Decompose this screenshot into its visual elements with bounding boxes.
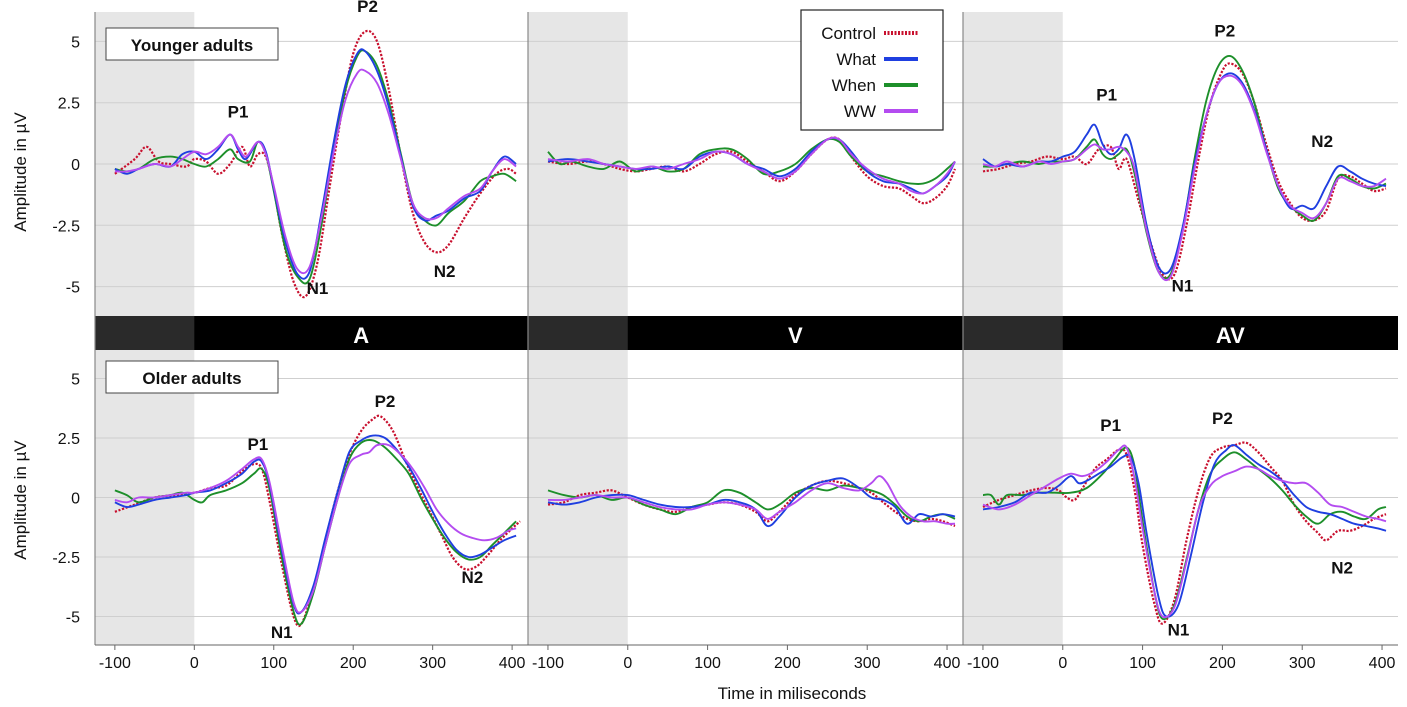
- series-line-control: [114, 414, 521, 628]
- component-label: P1: [1096, 85, 1117, 104]
- y-tick-label: 2.5: [58, 96, 80, 113]
- series-line-control: [547, 136, 957, 205]
- y-tick-label: -2.5: [52, 218, 80, 235]
- row-label: Older adults: [142, 369, 241, 388]
- component-label: N1: [271, 623, 293, 642]
- component-label: N2: [434, 262, 456, 281]
- y-axis-label-bottom: Amplitude in µV: [11, 440, 30, 560]
- static-layer: Amplitude in µV Amplitude in µV Time in …: [11, 112, 866, 703]
- x-tick-label: 0: [190, 655, 199, 672]
- component-label: P2: [375, 392, 396, 411]
- series-line-ww: [982, 444, 1387, 619]
- legend-label: What: [836, 50, 876, 69]
- x-tick-label: 100: [1129, 655, 1156, 672]
- series-line-ww: [114, 443, 517, 614]
- legend-label: When: [832, 76, 876, 95]
- x-tick-label: 200: [774, 655, 801, 672]
- y-tick-label: -2.5: [52, 550, 80, 567]
- x-tick-label: 200: [1209, 655, 1236, 672]
- modality-band-baseline: [963, 316, 1063, 350]
- y-tick-label: 2.5: [58, 431, 80, 448]
- modality-band-baseline: [528, 316, 628, 350]
- legend-box: [800, 9, 944, 131]
- panel-series-group: [547, 136, 957, 205]
- x-tick-label: -100: [532, 655, 564, 672]
- component-label: P1: [247, 435, 268, 454]
- y-tick-label: 0: [71, 157, 80, 174]
- x-tick-label: -100: [967, 655, 999, 672]
- y-tick-label: -5: [66, 609, 80, 626]
- panel-series-group: [114, 414, 521, 628]
- modality-label: AV: [1216, 323, 1245, 348]
- x-tick-label: 300: [419, 655, 446, 672]
- component-label: N2: [1311, 132, 1333, 151]
- x-tick-label: 0: [623, 655, 632, 672]
- series-line-ww: [547, 136, 956, 195]
- series-line-when: [547, 138, 956, 186]
- row-label: Younger adults: [131, 36, 253, 55]
- x-tick-label: 300: [854, 655, 881, 672]
- panel-series-group: [114, 29, 517, 299]
- series-line-what: [982, 444, 1387, 618]
- x-tick-label: 400: [1369, 655, 1396, 672]
- x-tick-label: 400: [499, 655, 526, 672]
- component-label: P1: [228, 102, 249, 121]
- legend: Control What When WW: [800, 9, 944, 131]
- y-tick-label: 5: [71, 372, 80, 389]
- series-line-ww: [547, 475, 956, 525]
- component-label: N2: [462, 568, 484, 587]
- x-tick-label: 300: [1289, 655, 1316, 672]
- y-axis-label-top: Amplitude in µV: [11, 112, 30, 232]
- y-tick-label: 5: [71, 34, 80, 51]
- component-label: N1: [1168, 620, 1190, 639]
- series-line-what: [547, 477, 956, 528]
- modality-band: [95, 316, 1398, 350]
- component-label: P2: [1212, 409, 1233, 428]
- x-tick-label: 0: [1058, 655, 1067, 672]
- component-label: N1: [1172, 276, 1194, 295]
- y-tick-label: 0: [71, 491, 80, 508]
- panel-series-group: [982, 55, 1387, 282]
- series-line-what: [114, 48, 517, 280]
- legend-label: WW: [844, 102, 876, 121]
- series-line-what: [982, 72, 1387, 275]
- x-tick-label: 200: [340, 655, 367, 672]
- series-line-control: [114, 29, 517, 299]
- series-line-ww: [114, 68, 517, 275]
- row-label-box: [105, 27, 279, 61]
- series-line-when: [114, 49, 517, 285]
- component-label: N2: [1331, 559, 1353, 578]
- modality-band-baseline: [95, 316, 195, 350]
- component-label: P2: [1214, 22, 1235, 41]
- modality-label: A: [353, 323, 369, 348]
- x-tick-label: 400: [934, 655, 961, 672]
- panel-series-group: [547, 475, 956, 528]
- component-label: P2: [357, 0, 378, 16]
- row-label-box: [105, 360, 279, 394]
- modality-label: V: [788, 323, 803, 348]
- series-line-control: [547, 479, 956, 528]
- x-axis-label: Time in miliseconds: [718, 684, 867, 703]
- x-tick-label: -100: [99, 655, 131, 672]
- series-line-what: [114, 434, 517, 615]
- series-line-control: [982, 441, 1387, 625]
- panel-series-group: [982, 441, 1387, 625]
- component-label: N1: [307, 279, 329, 298]
- x-tick-label: 100: [260, 655, 287, 672]
- x-tick-label: 100: [694, 655, 721, 672]
- series-line-control: [982, 62, 1387, 281]
- y-tick-label: -5: [66, 280, 80, 297]
- component-label: P1: [1100, 416, 1121, 435]
- legend-label: Control: [821, 24, 876, 43]
- series-line-ww: [982, 74, 1387, 282]
